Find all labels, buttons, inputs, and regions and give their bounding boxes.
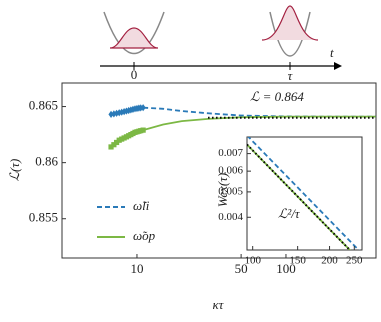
legend-label: ω̃op <box>133 228 156 243</box>
inset-annotation: ℒ²/τ <box>278 206 301 221</box>
line <box>247 143 352 250</box>
x-tick-label: 150 <box>289 255 306 267</box>
line <box>143 106 376 118</box>
main-plot <box>108 104 376 150</box>
potential <box>103 11 165 55</box>
inset-plot <box>247 137 360 250</box>
arrow-head <box>334 62 342 70</box>
y-tick-label: 0.006 <box>218 165 243 177</box>
inset-axes: 100 150 200 250 0.004 0.005 0.006 0.007 <box>218 147 363 266</box>
y-tick-label: 0.004 <box>218 211 243 223</box>
marker <box>121 108 127 116</box>
x-tick-label: 100 <box>244 255 261 267</box>
x-axis-label: κτ <box>213 297 225 312</box>
y-tick-label: 0.865 <box>29 98 58 113</box>
x-tick-label: 50 <box>235 261 248 276</box>
x-tick-label: 100 <box>276 261 296 276</box>
y-tick-label: 0.007 <box>218 147 243 159</box>
marker <box>111 142 117 148</box>
y-tick-label: 0.005 <box>218 185 243 197</box>
marker <box>108 144 114 150</box>
plot-frame <box>61 82 377 259</box>
potential <box>269 11 311 57</box>
marker <box>140 127 146 133</box>
marker <box>111 110 117 118</box>
y-axis-label: ℒ(τ) <box>7 159 22 182</box>
x-tick-label: 250 <box>346 255 363 267</box>
axis-label: t <box>330 45 334 60</box>
y-tick-label: 0.86 <box>35 154 58 169</box>
line <box>247 137 360 250</box>
schematic: 0 τ t <box>100 5 342 83</box>
wave-packet <box>109 27 159 49</box>
marker <box>113 139 120 146</box>
annotation: ℒ = 0.864 <box>250 89 304 104</box>
marker <box>119 108 125 116</box>
tick-label: τ <box>288 68 294 83</box>
legend-label: ω̃li <box>133 198 150 213</box>
y-tick-label: 0.855 <box>29 210 58 225</box>
marker <box>108 110 114 119</box>
marker <box>140 104 146 112</box>
legend: ω̃li ω̃op <box>97 198 156 243</box>
marker <box>113 109 120 117</box>
inset-y-label: Wex(τ) <box>215 173 230 208</box>
wave-packet <box>261 5 319 41</box>
x-tick-label: 10 <box>130 261 143 276</box>
tick-label: 0 <box>131 67 138 82</box>
x-tick-label: 200 <box>321 255 338 267</box>
